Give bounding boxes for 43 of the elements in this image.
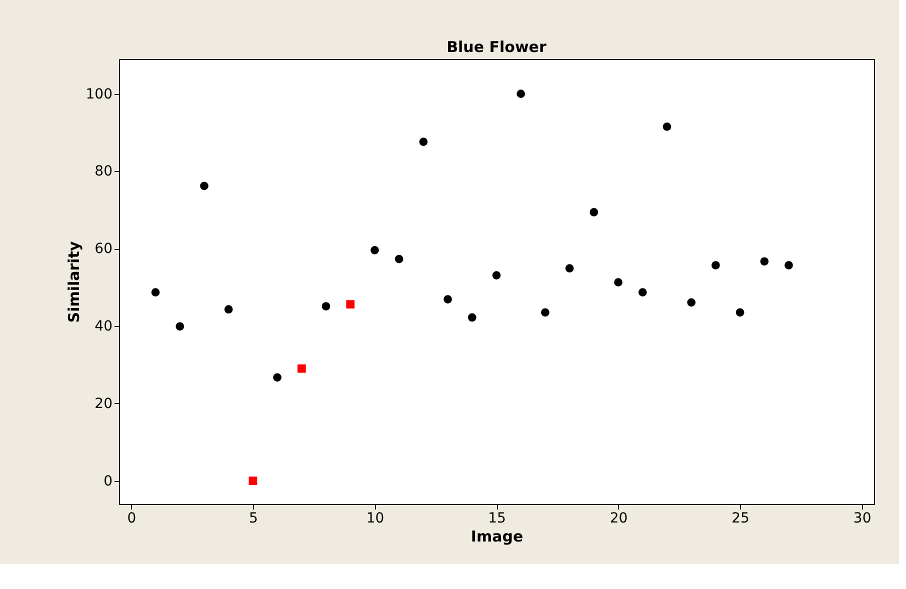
x-tick-label: 30 — [853, 510, 872, 526]
x-tick-label: 0 — [127, 510, 136, 526]
point — [614, 278, 622, 286]
y-tick-label: 80 — [94, 164, 112, 180]
y-tick-label: 40 — [94, 318, 112, 334]
point — [419, 138, 428, 146]
point — [492, 271, 501, 280]
point — [200, 182, 208, 190]
point — [394, 254, 404, 264]
y-tick-label: 60 — [94, 241, 112, 258]
chart-title: Blue Flower — [446, 38, 547, 56]
point — [444, 295, 452, 304]
x-tick-label: 5 — [248, 510, 258, 526]
y-tick-label: 20 — [94, 396, 112, 412]
point — [638, 288, 647, 297]
point — [346, 300, 355, 309]
point — [662, 122, 672, 131]
point — [297, 364, 306, 373]
point — [687, 298, 696, 307]
point — [370, 246, 379, 254]
point — [760, 257, 769, 266]
x-tick-label: 10 — [366, 510, 384, 526]
x-axis-title: Image — [470, 528, 524, 546]
y-axis-title: Similarity — [64, 241, 83, 323]
point — [248, 476, 258, 485]
point — [468, 313, 476, 322]
point — [273, 373, 282, 382]
point — [151, 288, 160, 297]
point — [590, 208, 598, 216]
x-tick-label: 20 — [610, 510, 628, 526]
point — [541, 308, 550, 317]
point — [736, 308, 744, 317]
point — [565, 264, 574, 273]
point — [224, 305, 233, 314]
point — [322, 302, 330, 310]
point — [176, 322, 184, 331]
point — [784, 261, 793, 270]
y-tick-label: 0 — [104, 473, 112, 490]
x-tick-label: 25 — [732, 510, 750, 526]
x-tick-label: 15 — [488, 510, 506, 526]
point — [516, 90, 526, 98]
y-tick-label: 100 — [86, 86, 112, 102]
point — [712, 261, 720, 270]
